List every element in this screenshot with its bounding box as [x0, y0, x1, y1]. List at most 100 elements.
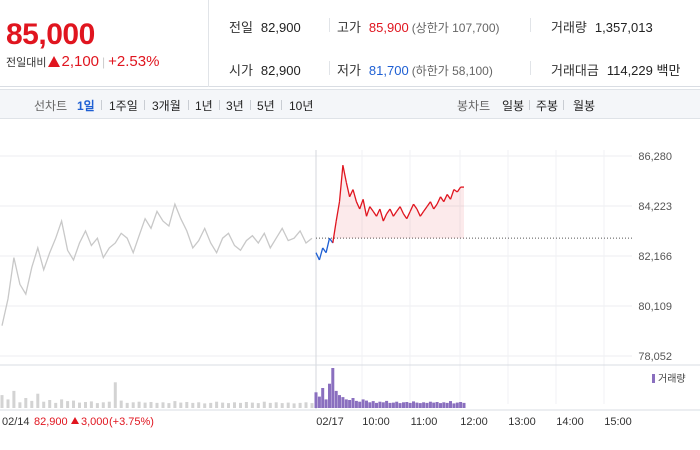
- high-label: 고가: [337, 20, 361, 35]
- amount-label: 거래대금: [551, 63, 599, 78]
- today-segment: [379, 208, 384, 222]
- today-segment: [338, 165, 344, 202]
- today-volume-bar: [338, 395, 341, 408]
- today-segment: [406, 211, 411, 219]
- tab-3m[interactable]: 3개월: [152, 99, 181, 113]
- prev-volume-bar: [143, 402, 147, 408]
- tab-daily[interactable]: 일봉: [502, 99, 525, 113]
- today-volume-bar: [351, 398, 355, 408]
- today-segment: [439, 196, 445, 203]
- prev-volume-bar: [101, 402, 105, 408]
- volume-legend-swatch: [652, 374, 655, 383]
- today-volume-bar: [412, 401, 415, 408]
- lower-limit: (하한가 58,100): [411, 64, 493, 78]
- prev-volume-bar: [89, 401, 93, 408]
- prev-volume-bar: [274, 402, 278, 408]
- today-volume-bar: [334, 390, 338, 408]
- today-segment: [359, 199, 364, 210]
- high-price: 고가 85,900 (상한가 107,700): [337, 17, 500, 36]
- divider: [329, 18, 330, 32]
- prev-volume-bar: [250, 402, 254, 408]
- today-volume-bar: [415, 402, 419, 408]
- tab-1w[interactable]: 1주일: [109, 99, 138, 113]
- tab-monthly[interactable]: 월봉: [573, 99, 596, 113]
- divider: [144, 100, 145, 110]
- prev-volume-bar: [304, 402, 308, 408]
- up-triangle-icon: [48, 56, 61, 67]
- divider: [563, 100, 564, 110]
- change-amount: 2,100: [61, 53, 100, 70]
- today-volume-bar: [324, 399, 328, 408]
- today-volume-bar: [341, 397, 345, 408]
- today-segment: [456, 186, 462, 193]
- today-segment: [416, 208, 421, 217]
- tab-1y[interactable]: 1년: [195, 99, 213, 113]
- today-volume-bar: [331, 368, 335, 408]
- today-segment: [349, 189, 354, 198]
- today-volume-bar: [371, 401, 375, 408]
- today-volume-bar: [395, 401, 399, 408]
- today-segment: [446, 194, 452, 200]
- prev-volume-bar: [119, 400, 123, 408]
- volume-legend: 거래량: [658, 373, 686, 385]
- today-segment: [426, 201, 431, 207]
- prev-volume-bar: [36, 393, 40, 408]
- prev-volume-bar: [48, 400, 52, 408]
- today-segment: [389, 208, 394, 217]
- prev-close: 전일 82,900: [229, 17, 301, 36]
- prev-volume-bar: [179, 402, 183, 408]
- prev-volume-bar: [244, 402, 248, 408]
- today-segment: [375, 208, 381, 217]
- x-tick-label: 13:00: [508, 416, 536, 428]
- today-segment: [449, 189, 455, 200]
- prev-volume-bar: [113, 382, 117, 408]
- today-segment: [386, 208, 391, 215]
- today-segment: [345, 182, 351, 197]
- tab-3y[interactable]: 3년: [226, 99, 244, 113]
- today-volume-bar: [381, 402, 385, 408]
- price-change: 전일대비 2,100 | +2.53%: [6, 53, 159, 70]
- today-volume-bar: [358, 401, 362, 408]
- today-volume-bar: [344, 399, 348, 408]
- today-segment: [369, 206, 374, 212]
- today-volume-bar: [455, 402, 459, 408]
- today-segment: [355, 201, 361, 210]
- tab-1d[interactable]: 1일: [77, 99, 95, 113]
- tab-5y[interactable]: 5년: [257, 99, 275, 113]
- change-percent: +2.53%: [108, 53, 160, 70]
- prev-volume-bar: [233, 402, 236, 408]
- volume-value: 1,357,013: [594, 20, 653, 35]
- prev-volume-bar: [268, 402, 272, 408]
- divider: |: [102, 55, 106, 69]
- tab-weekly[interactable]: 주봉: [536, 99, 559, 113]
- today-volume-bar: [368, 402, 372, 408]
- prev-volume-bar: [125, 402, 129, 408]
- prev-volume-bar: [107, 401, 111, 408]
- high-value: 85,900: [368, 20, 409, 35]
- y-tick-label: 80,109: [638, 301, 672, 313]
- today-volume-bar: [361, 399, 365, 408]
- today-segment: [412, 203, 418, 210]
- today-volume-bar: [418, 403, 422, 408]
- today-segment: [453, 188, 458, 193]
- prev-close-label: 전일: [229, 20, 253, 35]
- tab-10y[interactable]: 10년: [289, 99, 314, 113]
- low-label: 저가: [337, 63, 361, 78]
- prev-volume-bar: [137, 401, 141, 408]
- today-segment: [332, 221, 337, 244]
- prev-volume-bar: [18, 402, 22, 408]
- prev-volume-bar: [0, 395, 4, 408]
- today-segment: [409, 203, 415, 212]
- y-tick-label: 86,280: [638, 151, 672, 163]
- prev-volume-bar: [221, 402, 225, 408]
- today-volume-bar: [328, 383, 331, 408]
- today-segment: [352, 189, 358, 202]
- today-segment: [402, 213, 408, 220]
- prev-volume-bar: [42, 401, 46, 408]
- today-segment: [399, 206, 405, 215]
- prev-volume-bar: [256, 403, 260, 408]
- divider: [101, 100, 102, 110]
- prev-volume-bar: [191, 402, 195, 408]
- y-tick-label: 78,052: [638, 351, 672, 363]
- change-label: 전일대비: [6, 57, 47, 69]
